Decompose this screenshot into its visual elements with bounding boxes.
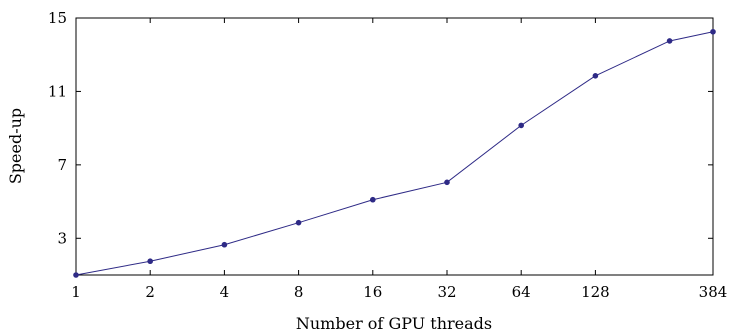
data-point bbox=[666, 38, 673, 44]
plot-area-border bbox=[75, 17, 714, 276]
series-layer bbox=[73, 28, 716, 278]
data-point bbox=[147, 258, 153, 265]
x-tick-label: 384 bbox=[699, 283, 728, 301]
y-axis-label: Speed-up bbox=[6, 108, 25, 184]
series-line bbox=[75, 31, 714, 276]
data-point bbox=[369, 196, 376, 203]
data-point bbox=[592, 73, 599, 79]
data-point bbox=[73, 272, 79, 278]
data-point bbox=[444, 179, 450, 186]
x-tick-label: 2 bbox=[145, 283, 155, 301]
x-tick-label: 8 bbox=[294, 283, 304, 301]
tick-labels: 1 2 4 8 16 32 64 128 384 3 7 11 15 bbox=[48, 9, 727, 301]
axis-ticks bbox=[75, 17, 714, 275]
data-point bbox=[221, 241, 228, 248]
data-point bbox=[518, 122, 524, 129]
x-tick-label: 1 bbox=[71, 283, 81, 301]
y-tick-label: 11 bbox=[48, 82, 67, 100]
x-tick-label: 16 bbox=[363, 283, 382, 301]
y-tick-label: 7 bbox=[57, 156, 67, 174]
data-point bbox=[295, 219, 302, 226]
x-tick-label: 32 bbox=[437, 283, 456, 301]
x-tick-label: 4 bbox=[220, 283, 230, 301]
x-axis-label: Number of GPU threads bbox=[296, 314, 492, 331]
y-tick-label: 3 bbox=[57, 229, 67, 247]
x-tick-label: 64 bbox=[512, 283, 531, 301]
plot-frame bbox=[75, 17, 714, 276]
data-point bbox=[710, 28, 716, 35]
x-tick-label: 128 bbox=[581, 283, 610, 301]
y-tick-label: 15 bbox=[48, 9, 67, 27]
